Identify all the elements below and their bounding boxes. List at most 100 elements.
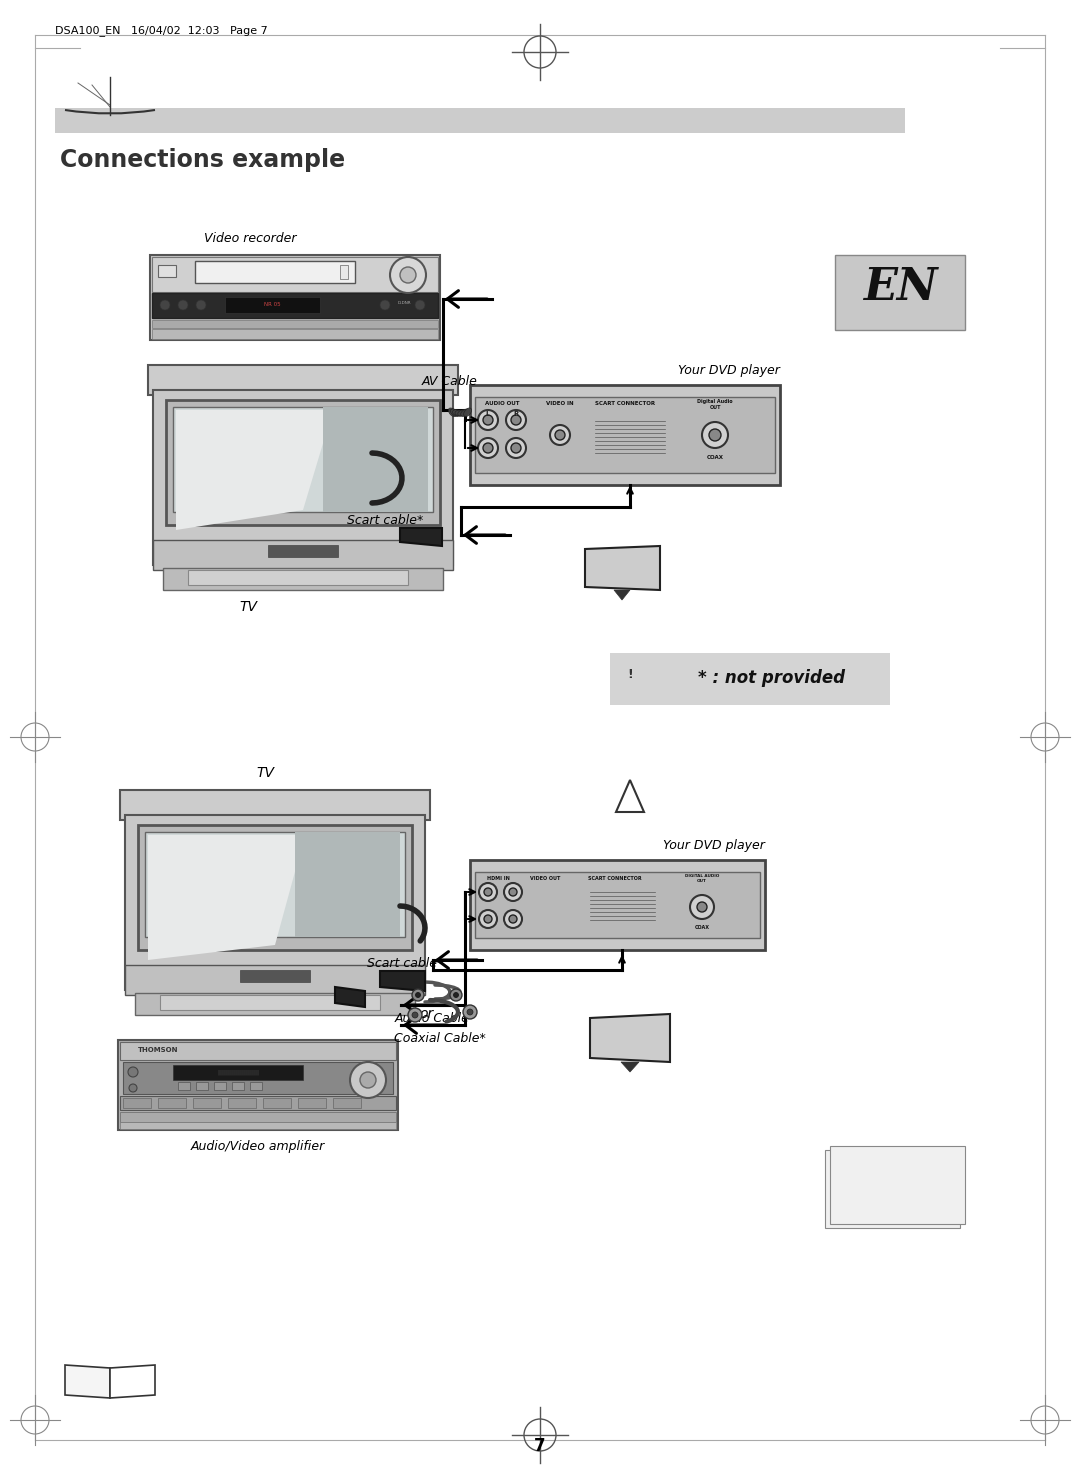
- Circle shape: [467, 1009, 473, 1015]
- Bar: [120, 791, 430, 820]
- Bar: [152, 294, 438, 319]
- Bar: [333, 1097, 361, 1108]
- Bar: [268, 544, 338, 558]
- Circle shape: [507, 410, 526, 431]
- Text: Your DVD player: Your DVD player: [663, 839, 765, 853]
- Text: COAX: COAX: [706, 454, 724, 460]
- Bar: [145, 832, 405, 937]
- Ellipse shape: [461, 409, 470, 416]
- Circle shape: [416, 993, 420, 997]
- Bar: [228, 1097, 256, 1108]
- Circle shape: [129, 1066, 138, 1077]
- Text: SCART CONNECTOR: SCART CONNECTOR: [595, 401, 656, 406]
- Bar: [120, 1112, 396, 1122]
- Text: Your DVD player: Your DVD player: [678, 364, 780, 378]
- Text: VIDEO OUT: VIDEO OUT: [530, 876, 561, 881]
- Polygon shape: [621, 1062, 639, 1072]
- Text: AV Cable: AV Cable: [422, 375, 478, 388]
- Bar: [470, 385, 780, 485]
- Ellipse shape: [463, 409, 472, 416]
- Polygon shape: [585, 546, 660, 590]
- Bar: [195, 261, 355, 283]
- Text: Scart cable*: Scart cable*: [367, 957, 443, 971]
- Polygon shape: [65, 1364, 110, 1398]
- Bar: [173, 407, 433, 512]
- Bar: [148, 364, 458, 395]
- Text: COAX: COAX: [694, 925, 710, 931]
- Bar: [166, 400, 440, 525]
- Bar: [225, 296, 320, 313]
- Ellipse shape: [448, 409, 457, 416]
- Bar: [323, 407, 428, 512]
- Circle shape: [390, 257, 426, 294]
- Text: 7: 7: [535, 1437, 545, 1454]
- Text: SCART CONNECTOR: SCART CONNECTOR: [589, 876, 642, 881]
- Bar: [214, 1083, 226, 1090]
- Bar: [120, 1122, 396, 1128]
- Circle shape: [697, 903, 707, 912]
- Circle shape: [511, 442, 521, 453]
- Text: Audio Cable*: Audio Cable*: [394, 1012, 475, 1025]
- Text: Scart cable*: Scart cable*: [347, 513, 423, 527]
- Polygon shape: [380, 971, 426, 991]
- Circle shape: [129, 1084, 137, 1092]
- Bar: [193, 1097, 221, 1108]
- Bar: [120, 1096, 396, 1111]
- Text: HDMI IN: HDMI IN: [487, 876, 510, 881]
- Circle shape: [480, 910, 497, 928]
- Text: EN: EN: [863, 266, 937, 308]
- Bar: [470, 860, 765, 950]
- Ellipse shape: [453, 410, 462, 416]
- Bar: [340, 266, 348, 279]
- Text: * : not provided: * : not provided: [699, 670, 846, 687]
- Circle shape: [178, 299, 188, 310]
- Circle shape: [360, 1072, 376, 1089]
- Text: or: or: [419, 1007, 433, 1021]
- Circle shape: [380, 299, 390, 310]
- Bar: [240, 971, 310, 982]
- Ellipse shape: [450, 409, 459, 416]
- Bar: [123, 1062, 393, 1094]
- Bar: [55, 108, 905, 133]
- Circle shape: [195, 299, 206, 310]
- Ellipse shape: [455, 410, 465, 416]
- Polygon shape: [400, 528, 442, 546]
- Circle shape: [484, 914, 492, 923]
- Bar: [298, 1097, 326, 1108]
- Text: R: R: [513, 412, 518, 417]
- Bar: [125, 816, 426, 990]
- Circle shape: [708, 429, 721, 441]
- Bar: [249, 1083, 262, 1090]
- Bar: [195, 1083, 208, 1090]
- Circle shape: [415, 299, 426, 310]
- Polygon shape: [825, 1150, 960, 1229]
- Circle shape: [478, 438, 498, 459]
- Circle shape: [504, 884, 522, 901]
- Bar: [150, 255, 440, 341]
- Text: L: L: [486, 412, 490, 417]
- Text: TV: TV: [239, 600, 257, 614]
- Circle shape: [408, 1007, 422, 1022]
- Circle shape: [400, 267, 416, 283]
- Bar: [152, 257, 438, 292]
- Polygon shape: [148, 835, 305, 960]
- Circle shape: [509, 888, 517, 895]
- Text: Digital Audio: Digital Audio: [698, 400, 733, 404]
- Bar: [125, 965, 426, 996]
- Bar: [153, 389, 453, 565]
- Bar: [158, 1097, 186, 1108]
- Bar: [135, 993, 415, 1015]
- Text: DSA100_EN   16/04/02  12:03   Page 7: DSA100_EN 16/04/02 12:03 Page 7: [55, 25, 268, 35]
- Bar: [153, 540, 453, 569]
- Text: !: !: [627, 668, 633, 681]
- Bar: [610, 653, 890, 705]
- Polygon shape: [110, 1364, 156, 1398]
- Circle shape: [454, 993, 459, 997]
- Circle shape: [483, 442, 492, 453]
- Bar: [475, 872, 760, 938]
- Polygon shape: [615, 590, 630, 600]
- Text: OUT: OUT: [697, 879, 707, 884]
- Bar: [232, 1083, 244, 1090]
- Bar: [118, 1040, 399, 1130]
- Bar: [163, 568, 443, 590]
